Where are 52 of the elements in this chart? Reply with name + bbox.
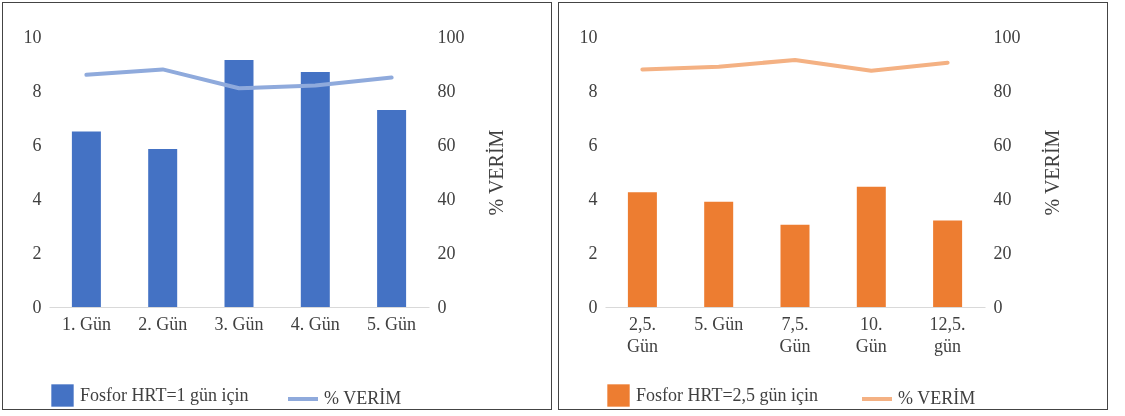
bar: [71, 131, 101, 307]
x-tick-label: 2. Gün: [138, 313, 188, 334]
legend-label: % VERİM: [324, 388, 402, 408]
x-tick-label: 10. Gün: [855, 313, 887, 356]
y2-axis-title: % VERİM: [484, 129, 507, 216]
line-series: [640, 57, 950, 73]
bar: [704, 201, 734, 307]
bar: [856, 186, 886, 307]
x-tick-label: 5. Gün: [367, 313, 417, 334]
y2-tick-label: 60: [437, 134, 456, 155]
y-tick-label: 0: [32, 296, 42, 317]
x-tick-label: 4. Gün: [290, 313, 340, 334]
line-series: [84, 67, 394, 91]
y2-tick-label: 0: [993, 296, 1003, 317]
y2-tick-label: 100: [437, 26, 465, 47]
y2-tick-label: 60: [993, 134, 1012, 155]
y2-tick-label: 20: [993, 242, 1012, 263]
y2-tick-label: 80: [993, 80, 1012, 101]
y-tick-label: 4: [32, 188, 42, 209]
y-tick-label: 8: [32, 80, 42, 101]
y-tick-label: 0: [588, 296, 598, 317]
bar: [377, 109, 407, 307]
y2-tick-label: 100: [993, 26, 1021, 47]
bar: [933, 220, 963, 307]
bar: [780, 224, 810, 307]
bar: [148, 149, 178, 307]
x-tick-label: 12,5. gün: [929, 313, 966, 356]
bar: [300, 72, 330, 307]
x-tick-label: 5. Gün: [694, 313, 744, 334]
y-tick-label: 2: [32, 242, 42, 263]
y-tick-label: 2: [588, 242, 598, 263]
bar: [224, 59, 254, 307]
legend-label: Fosfor HRT=1 gün için: [80, 384, 249, 405]
y2-tick-label: 80: [437, 80, 456, 101]
y-tick-label: 6: [32, 134, 42, 155]
y2-tick-label: 40: [993, 188, 1012, 209]
y-tick-label: 10: [579, 26, 598, 47]
y-tick-label: 4: [588, 188, 598, 209]
legend-label: Fosfor HRT=2,5 gün için: [636, 384, 819, 405]
legend-label: % VERİM: [898, 388, 976, 408]
x-tick-label: 2,5. Gün: [626, 313, 658, 356]
y-tick-label: 6: [588, 134, 598, 155]
x-tick-label: 7,5. Gün: [779, 313, 811, 356]
y2-axis-title: % VERİM: [1040, 129, 1063, 216]
y-tick-label: 8: [588, 80, 598, 101]
y2-tick-label: 0: [437, 296, 447, 317]
y2-tick-label: 40: [437, 188, 456, 209]
y2-tick-label: 20: [437, 242, 456, 263]
bar: [627, 192, 657, 307]
x-tick-label: 1. Gün: [61, 313, 111, 334]
x-tick-label: 3. Gün: [214, 313, 264, 334]
y-tick-label: 10: [23, 26, 42, 47]
